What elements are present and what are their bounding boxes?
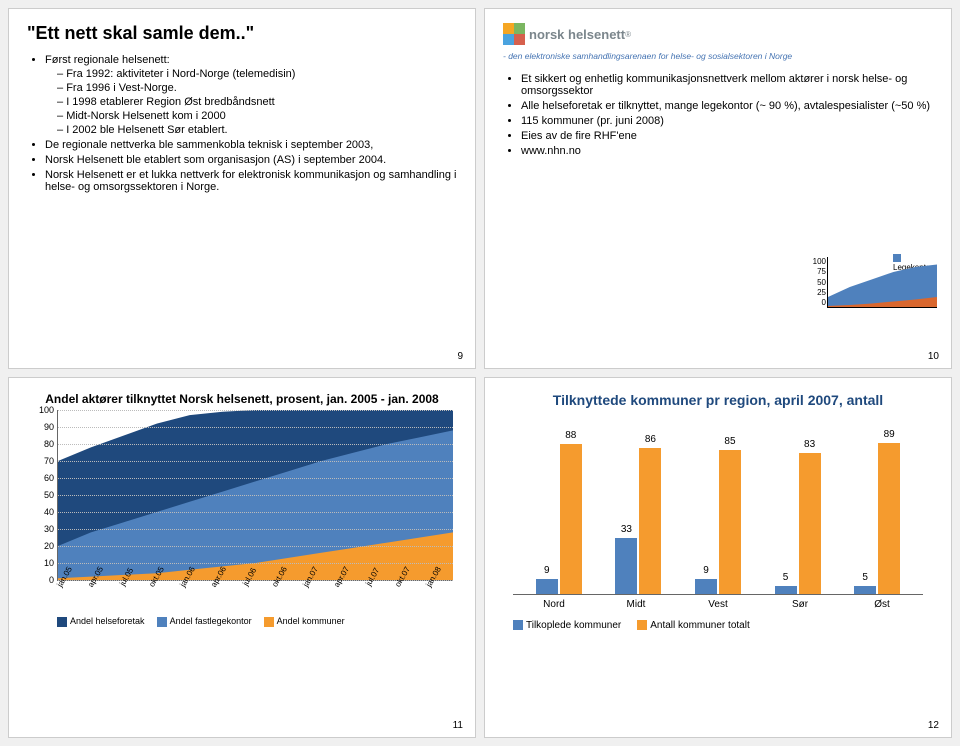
x-axis-labels: jan.05apr.05jul.05okt.05jan.06apr.06jul.… [57,581,457,590]
bullet-list: Først regionale helsenett:Fra 1992: akti… [27,54,457,193]
mini-chart-plot: 1007550250 [827,257,937,308]
bar-value-label: 83 [799,439,821,450]
bullet-item: Eies av de fire RHF'ene [521,130,933,142]
bar-group: 985 [678,450,758,595]
bar-value-label: 33 [615,524,637,535]
x-axis-labels: NordMidtVestSørØst [513,599,923,610]
bar-group: 3386 [599,448,679,594]
logo-subtitle: - den elektroniske samhandlingsarenaen f… [503,51,933,61]
page-number: 11 [453,720,463,731]
bullet-item: Alle helseforetak er tilknyttet, mange l… [521,100,933,112]
slide-11: Andel aktører tilknyttet Norsk helsenett… [8,377,476,738]
legend-item: Andel fastlegekontor [157,616,252,627]
bar: 9 [536,579,558,594]
page-number: 12 [928,720,939,731]
bar-value-label: 5 [854,572,876,583]
legend-item: Tilkoplede kommuner [513,620,621,631]
bullet-item: De regionale nettverka ble sammenkobla t… [45,139,457,151]
legend-item: Antall kommuner totalt [637,620,750,631]
slide-12: Tilknyttede kommuner pr region, april 20… [484,377,952,738]
bullet-item: www.nhn.no [521,145,933,157]
slide-10: norsk helsenett ® - den elektroniske sam… [484,8,952,369]
bar-value-label: 88 [560,430,582,441]
bar: 89 [878,443,900,594]
slide-9: "Ett nett skal samle dem.." Først region… [8,8,476,369]
bar: 88 [560,444,582,594]
logo-mark [503,23,525,45]
bar: 85 [719,450,741,595]
bar-value-label: 9 [695,565,717,576]
bullet-item: Et sikkert og enhetlig kommunikasjonsnet… [521,73,933,97]
bar-value-label: 5 [775,572,797,583]
bar: 5 [775,586,797,595]
chart-legend: Tilkoplede kommuner Antall kommuner total… [513,620,933,631]
sub-bullet-list: Fra 1992: aktiviteter i Nord-Norge (tele… [45,68,457,136]
bullet-list: Et sikkert og enhetlig kommunikasjonsnet… [503,73,933,157]
chart-title: Tilknyttede kommuner pr region, april 20… [503,392,933,408]
bar-group: 988 [519,444,599,594]
bullet-item: Norsk Helsenett ble etablert som organis… [45,154,457,166]
legend-item: Andel helseforetak [57,616,145,627]
page-number: 9 [457,351,463,362]
bar-chart: 9883386985583589 [513,414,923,595]
bar-group: 589 [837,443,917,594]
slide-title: "Ett nett skal samle dem.." [27,23,457,44]
mini-chart: LegekontorKommuner 1007550250 [827,257,937,308]
bullet-item: 115 kommuner (pr. juni 2008) [521,115,933,127]
area-chart: 1009080706050403020100 [57,410,453,581]
bullet-item: Norsk Helsenett er et lukka nettverk for… [45,169,457,193]
bar-value-label: 9 [536,565,558,576]
sub-bullet-item: Fra 1992: aktiviteter i Nord-Norge (tele… [57,68,457,80]
bar-value-label: 85 [719,436,741,447]
sub-bullet-item: I 1998 etablerer Region Øst bredbåndsnet… [57,96,457,108]
sub-bullet-item: Midt-Norsk Helsenett kom i 2000 [57,110,457,122]
mini-chart-yaxis: 1007550250 [810,257,826,307]
norsk-helsenett-logo: norsk helsenett ® [503,23,933,45]
bar: 5 [854,586,876,595]
mini-chart-svg [828,257,937,307]
page-number: 10 [928,351,939,362]
bar-value-label: 86 [639,434,661,445]
chart-title: Andel aktører tilknyttet Norsk helsenett… [27,392,457,406]
bar-group: 583 [758,453,838,594]
registered-symbol: ® [625,30,631,39]
bar-value-label: 89 [878,429,900,440]
legend-item: Andel kommuner [264,616,345,627]
sub-bullet-item: I 2002 ble Helsenett Sør etablert. [57,124,457,136]
bar: 9 [695,579,717,594]
logo-text: norsk helsenett [529,27,625,42]
bar: 33 [615,538,637,594]
bar: 83 [799,453,821,594]
bullet-item: Først regionale helsenett:Fra 1992: akti… [45,54,457,136]
bar: 86 [639,448,661,594]
chart-legend: Andel helseforetak Andel fastlegekontor An… [57,616,457,627]
sub-bullet-item: Fra 1996 i Vest-Norge. [57,82,457,94]
